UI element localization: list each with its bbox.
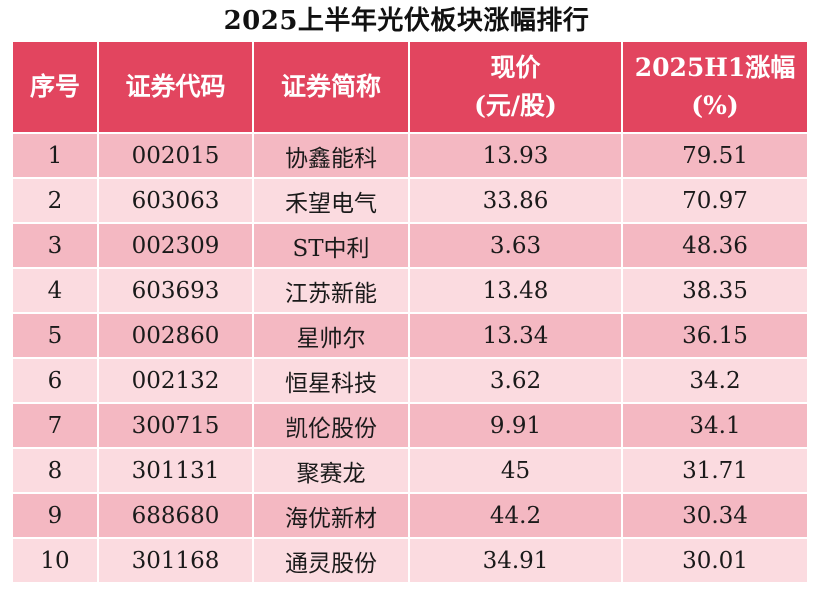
cell-rank: 8 bbox=[11, 447, 99, 494]
ranking-table: 序号 证券代码 证券简称 现价 (元/股) 2025H1涨幅 (%) 1 0020… bbox=[11, 40, 809, 584]
cell-rank: 9 bbox=[11, 492, 99, 539]
table-row: 4 603693 江苏新能 13.48 38.35 bbox=[11, 267, 809, 314]
cell-price: 3.62 bbox=[408, 357, 623, 404]
table-row: 9 688680 海优新材 44.2 30.34 bbox=[11, 492, 809, 539]
cell-name: 恒星科技 bbox=[252, 357, 410, 404]
cell-code: 603693 bbox=[97, 267, 254, 314]
cell-gain: 34.2 bbox=[621, 357, 809, 404]
cell-rank: 5 bbox=[11, 312, 99, 359]
cell-price: 13.48 bbox=[408, 267, 623, 314]
header-gain-unit: (%) bbox=[691, 91, 739, 120]
cell-code: 002860 bbox=[97, 312, 254, 359]
cell-price: 3.63 bbox=[408, 222, 623, 269]
cell-code: 300715 bbox=[97, 402, 254, 449]
cell-code: 301131 bbox=[97, 447, 254, 494]
cell-gain: 31.71 bbox=[621, 447, 809, 494]
cell-rank: 2 bbox=[11, 177, 99, 224]
cell-rank: 4 bbox=[11, 267, 99, 314]
cell-price: 45 bbox=[408, 447, 623, 494]
cell-name: 江苏新能 bbox=[252, 267, 410, 314]
cell-code: 002309 bbox=[97, 222, 254, 269]
header-rank: 序号 bbox=[11, 40, 99, 134]
table-row: 7 300715 凯伦股份 9.91 34.1 bbox=[11, 402, 809, 449]
cell-name: 禾望电气 bbox=[252, 177, 410, 224]
cell-price: 9.91 bbox=[408, 402, 623, 449]
cell-gain: 79.51 bbox=[621, 132, 809, 179]
cell-price: 13.34 bbox=[408, 312, 623, 359]
header-price: 现价 (元/股) bbox=[408, 40, 623, 134]
cell-code: 688680 bbox=[97, 492, 254, 539]
cell-code: 002015 bbox=[97, 132, 254, 179]
table-row: 5 002860 星帅尔 13.34 36.15 bbox=[11, 312, 809, 359]
header-code: 证券代码 bbox=[97, 40, 254, 134]
cell-name: 凯伦股份 bbox=[252, 402, 410, 449]
cell-price: 13.93 bbox=[408, 132, 623, 179]
cell-gain: 30.01 bbox=[621, 537, 809, 584]
cell-rank: 7 bbox=[11, 402, 99, 449]
cell-gain: 70.97 bbox=[621, 177, 809, 224]
cell-rank: 1 bbox=[11, 132, 99, 179]
table-row: 1 002015 协鑫能科 13.93 79.51 bbox=[11, 132, 809, 179]
cell-name: 通灵股份 bbox=[252, 537, 410, 584]
cell-code: 301168 bbox=[97, 537, 254, 584]
cell-name: 聚赛龙 bbox=[252, 447, 410, 494]
header-price-label: 现价 bbox=[490, 53, 541, 82]
cell-gain: 48.36 bbox=[621, 222, 809, 269]
header-price-unit: (元/股) bbox=[474, 91, 557, 120]
cell-gain: 38.35 bbox=[621, 267, 809, 314]
page-title: 2025上半年光伏板块涨幅排行 bbox=[223, 6, 590, 36]
cell-price: 44.2 bbox=[408, 492, 623, 539]
cell-gain: 30.34 bbox=[621, 492, 809, 539]
table-row: 2 603063 禾望电气 33.86 70.97 bbox=[11, 177, 809, 224]
cell-gain: 36.15 bbox=[621, 312, 809, 359]
table-row: 3 002309 ST中利 3.63 48.36 bbox=[11, 222, 809, 269]
header-gain-label: 2025H1涨幅 bbox=[634, 53, 796, 82]
cell-name: 星帅尔 bbox=[252, 312, 410, 359]
cell-rank: 3 bbox=[11, 222, 99, 269]
cell-name: 协鑫能科 bbox=[252, 132, 410, 179]
header-gain: 2025H1涨幅 (%) bbox=[621, 40, 809, 134]
table-row: 6 002132 恒星科技 3.62 34.2 bbox=[11, 357, 809, 404]
table-row: 10 301168 通灵股份 34.91 30.01 bbox=[11, 537, 809, 584]
header-name: 证券简称 bbox=[252, 40, 410, 134]
table-header-row: 序号 证券代码 证券简称 现价 (元/股) 2025H1涨幅 (%) bbox=[11, 40, 809, 134]
cell-rank: 10 bbox=[11, 537, 99, 584]
cell-code: 002132 bbox=[97, 357, 254, 404]
cell-price: 34.91 bbox=[408, 537, 623, 584]
cell-gain: 34.1 bbox=[621, 402, 809, 449]
cell-code: 603063 bbox=[97, 177, 254, 224]
cell-name: ST中利 bbox=[252, 222, 410, 269]
cell-rank: 6 bbox=[11, 357, 99, 404]
cell-name: 海优新材 bbox=[252, 492, 410, 539]
table-row: 8 301131 聚赛龙 45 31.71 bbox=[11, 447, 809, 494]
table-body: 1 002015 协鑫能科 13.93 79.51 2 603063 禾望电气 33.86 70.… bbox=[11, 132, 809, 584]
cell-price: 33.86 bbox=[408, 177, 623, 224]
